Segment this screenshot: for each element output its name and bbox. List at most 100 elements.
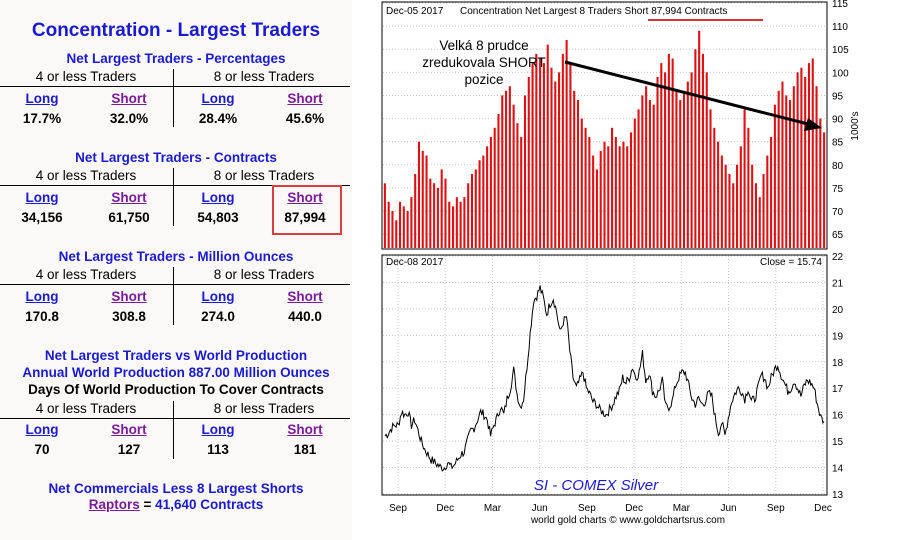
line-chart-title: SI - COMEX Silver [534, 477, 659, 494]
silver-price-line [384, 285, 825, 472]
value-short-4: 127 [117, 442, 141, 457]
annotation-line-1: Velká 8 prudce [439, 38, 528, 53]
short-8-link[interactable]: Short [287, 91, 323, 106]
bar [561, 53, 564, 248]
y-tick-label: 19 [832, 331, 844, 342]
bar [728, 174, 731, 248]
section-title-world-production: Net Largest Traders vs World Production [44, 348, 308, 363]
divider [0, 418, 350, 419]
bar [785, 95, 788, 249]
values-row-percentages: 17.7% 32.0% 28.4% 45.6% [0, 111, 352, 131]
bar [406, 211, 409, 248]
value-long-8: 54,803 [197, 210, 239, 225]
bar [823, 132, 826, 248]
annual-production-label: Annual World Production 887.00 Million O… [22, 365, 330, 380]
bar [641, 95, 644, 249]
bar [474, 169, 477, 248]
bar [720, 155, 723, 248]
long-short-header-row: Long Short Long Short [0, 190, 352, 210]
bar [467, 183, 470, 248]
bar [542, 63, 545, 248]
bar-chart-date: Dec-05 2017 [386, 6, 444, 17]
group-4-label: 4 or less Traders [35, 401, 137, 416]
trend-arrow-line [564, 60, 809, 126]
bar [478, 160, 481, 248]
bar [622, 141, 625, 248]
bar [660, 63, 663, 248]
bar [501, 95, 504, 249]
long-4-link[interactable]: Long [25, 91, 59, 106]
bar [584, 127, 587, 248]
y-tick-label: 15 [832, 437, 844, 448]
x-tick-label: Sep [389, 503, 407, 514]
bar-chart-yaxis: 65 70 75 80 85 90 95 100 105 110 115 [832, 0, 849, 241]
bar [792, 86, 795, 248]
x-tick-label: Dec [814, 503, 832, 514]
bar [425, 155, 428, 248]
y-tick-label: 21 [832, 278, 844, 289]
bar [383, 183, 386, 248]
bar [811, 58, 814, 249]
bar [482, 155, 485, 248]
bar [569, 63, 572, 248]
short-4-link[interactable]: Short [111, 422, 147, 437]
y-tick-label: 14 [832, 464, 844, 475]
group-8-label: 8 or less Traders [213, 69, 315, 84]
concentration-panel: Concentration - Largest Traders Net Larg… [0, 0, 352, 540]
bar [698, 30, 701, 248]
long-4-link[interactable]: Long [25, 289, 59, 304]
divider [0, 284, 350, 285]
bar [739, 146, 742, 248]
bar [470, 174, 474, 248]
long-8-link[interactable]: Long [201, 289, 235, 304]
bar [595, 169, 598, 248]
long-4-link[interactable]: Long [25, 190, 59, 205]
y-tick-label: 22 [832, 252, 844, 263]
bar-chart-ylabel: 1000's [850, 111, 861, 140]
group-4-label: 4 or less Traders [35, 168, 137, 183]
group-8-label: 8 or less Traders [213, 267, 315, 282]
bar [717, 141, 720, 248]
bar [629, 132, 633, 248]
short-4-link[interactable]: Short [111, 91, 147, 106]
bar [489, 137, 492, 248]
bar [505, 90, 508, 248]
bar [667, 53, 670, 248]
bar [599, 150, 602, 248]
x-tick-label: Jun [720, 503, 736, 514]
short-8-link[interactable]: Short [287, 422, 323, 437]
short-8-link[interactable]: Short [287, 190, 323, 205]
value-long-8: 113 [207, 442, 229, 457]
bar [402, 206, 405, 248]
short-8-link[interactable]: Short [287, 289, 323, 304]
values-row-days: 70 127 113 181 [0, 442, 352, 462]
raptors-unit: Contracts [196, 497, 264, 512]
group-4-label: 4 or less Traders [35, 267, 137, 282]
bar [645, 86, 648, 248]
bar [421, 150, 424, 248]
bar [709, 109, 712, 248]
bar [770, 137, 773, 248]
long-8-link[interactable]: Long [201, 422, 235, 437]
y-tick-label: 85 [832, 138, 844, 149]
bar [807, 63, 811, 248]
bar [592, 155, 595, 248]
bar [751, 164, 754, 248]
bar-chart-title: Concentration Net Largest 8 Traders Shor… [460, 6, 727, 17]
divider [173, 267, 174, 325]
bar [705, 72, 708, 248]
long-4-link[interactable]: Long [25, 422, 59, 437]
bar [387, 201, 390, 248]
footer-credit: world gold charts © www.goldchartsrus.co… [530, 515, 725, 526]
bar [391, 211, 394, 248]
raptors-link[interactable]: Raptors [88, 497, 140, 512]
short-4-link[interactable]: Short [111, 190, 147, 205]
bar [603, 141, 606, 248]
short-4-link[interactable]: Short [111, 289, 147, 304]
line-chart-grid [383, 255, 826, 495]
long-8-link[interactable]: Long [201, 91, 235, 106]
long-8-link[interactable]: Long [201, 190, 235, 205]
bar [694, 49, 697, 249]
y-tick-label: 100 [832, 68, 849, 79]
long-short-header-row: Long Short Long Short [0, 422, 352, 442]
